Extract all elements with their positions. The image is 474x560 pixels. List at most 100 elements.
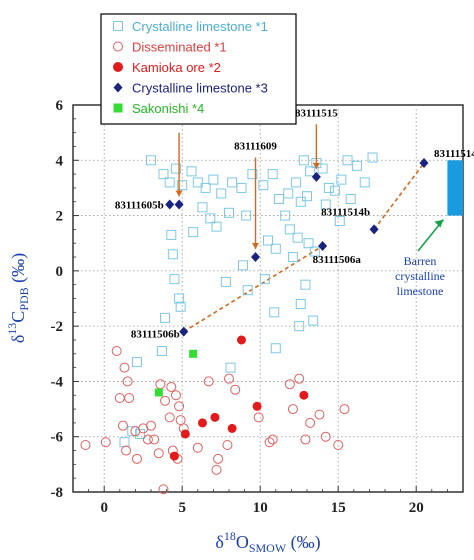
label-arrowhead	[252, 243, 260, 250]
data-point	[227, 423, 237, 433]
data-point	[170, 390, 181, 401]
data-point	[200, 182, 211, 193]
data-point	[224, 373, 234, 384]
data-point	[300, 279, 311, 290]
data-point	[342, 155, 353, 166]
data-point	[263, 235, 273, 246]
x-axis-title: δ18OSMOW (‰)	[215, 529, 320, 555]
data-point	[146, 420, 156, 431]
data-point	[164, 412, 175, 423]
data-point	[220, 276, 231, 287]
data-point	[131, 357, 142, 368]
series-2	[169, 335, 309, 461]
sample-label: 83111506a	[313, 254, 362, 266]
data-point	[294, 321, 305, 332]
legend-label: Kamioka ore *2	[132, 60, 221, 75]
data-point	[323, 182, 334, 193]
sample-label: 83111515	[295, 107, 338, 119]
x-tick-label: 20	[409, 500, 424, 516]
data-point	[295, 196, 306, 207]
data-point	[113, 41, 123, 52]
data-point	[334, 216, 345, 227]
data-point	[302, 191, 312, 202]
data-point	[166, 381, 177, 392]
data-point	[188, 227, 199, 238]
x-axis-title-sup: 18	[224, 529, 236, 543]
tie-line	[183, 245, 324, 333]
data-point	[339, 404, 350, 415]
data-point	[100, 437, 111, 448]
annotation-line: Barren	[404, 254, 437, 268]
data-point	[230, 384, 241, 395]
grid	[73, 105, 463, 492]
sample-label: 83111514b	[321, 206, 370, 218]
y-tick-label: -2	[51, 319, 64, 335]
data-point	[142, 434, 153, 445]
data-point	[299, 390, 309, 400]
data-point	[158, 169, 169, 180]
data-point	[131, 453, 142, 464]
data-point	[154, 388, 163, 397]
data-point	[236, 182, 247, 193]
data-point	[283, 188, 294, 199]
barren-range-bar	[447, 160, 463, 216]
data-point	[320, 431, 331, 442]
data-point	[203, 376, 214, 387]
data-point	[345, 193, 356, 204]
data-point	[280, 210, 291, 221]
data-point	[197, 418, 207, 428]
data-point	[186, 166, 197, 177]
data-point	[284, 224, 295, 235]
data-point	[197, 202, 208, 213]
data-point	[251, 252, 261, 263]
data-point	[367, 152, 378, 163]
data-point	[158, 484, 169, 495]
data-point	[111, 346, 122, 357]
tie-lines	[183, 162, 425, 333]
data-point	[241, 210, 252, 221]
data-point	[330, 185, 341, 196]
data-point	[270, 243, 281, 254]
legend-label: Sakonishi *4	[132, 101, 204, 116]
data-point	[252, 401, 262, 411]
sample-labels: 83111607831116098311151583111514a8311160…	[115, 107, 474, 340]
data-point	[320, 199, 331, 210]
data-point	[156, 346, 167, 357]
data-point	[166, 229, 177, 240]
data-point	[333, 440, 344, 451]
data-point	[242, 285, 253, 296]
series-4	[154, 349, 198, 397]
data-point	[224, 207, 234, 218]
data-point	[192, 442, 203, 453]
x-tick-label: 0	[100, 500, 108, 516]
data-point	[179, 326, 189, 337]
y-tick-label: 0	[56, 264, 64, 280]
y-axis-title-sup: 13	[5, 323, 19, 335]
data-point	[225, 362, 236, 373]
data-point	[295, 299, 306, 310]
data-point	[213, 453, 224, 464]
data-point	[113, 62, 123, 72]
data-point	[119, 437, 130, 448]
data-point	[160, 395, 171, 406]
data-point	[284, 379, 295, 390]
data-point	[269, 307, 280, 318]
label-arrowhead	[312, 162, 320, 169]
data-point	[211, 464, 222, 475]
data-point	[113, 82, 123, 93]
data-point	[189, 349, 198, 358]
data-point	[170, 163, 181, 174]
data-point	[270, 343, 281, 354]
data-point	[258, 180, 269, 191]
annotation-line: limestone	[397, 284, 444, 298]
data-point	[127, 426, 138, 437]
data-point	[273, 193, 284, 204]
sample-label: 83111506b	[131, 329, 180, 341]
data-point	[117, 420, 128, 431]
legend-box	[100, 13, 297, 125]
x-axis-title-name: O	[236, 532, 249, 552]
data-points	[80, 152, 429, 495]
data-point	[264, 437, 275, 448]
data-point	[122, 376, 133, 387]
